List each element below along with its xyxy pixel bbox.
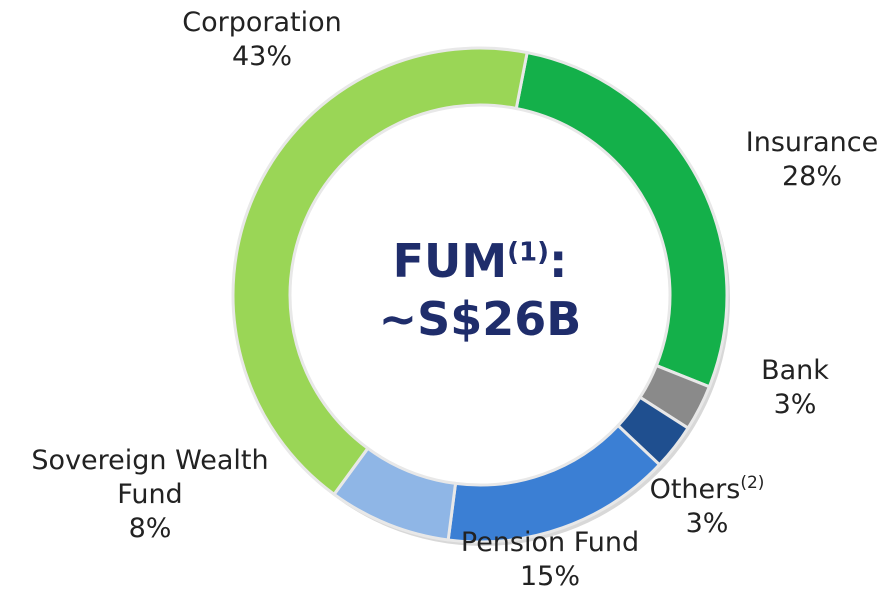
label-name-line: Sovereign Wealth Fund	[5, 444, 295, 512]
donut-segment	[231, 46, 529, 497]
center-text: FUM	[392, 234, 508, 288]
label-name-line: Pension Fund	[420, 526, 680, 560]
category-name: Pension Fund	[460, 527, 640, 558]
value-label: 3%	[685, 508, 729, 539]
category-name: Sovereign Wealth Fund	[31, 445, 269, 510]
label-name-line: Others(2)	[627, 473, 787, 507]
slice-label: Sovereign Wealth Fund 8%	[5, 444, 295, 546]
category-name: Insurance	[745, 127, 879, 158]
label-name-line: Bank	[735, 354, 855, 388]
center-value: ~S$26B	[378, 292, 582, 346]
slice-label: Insurance 28%	[712, 126, 893, 194]
category-name: Bank	[761, 355, 829, 386]
category-name: Corporation	[182, 7, 342, 38]
category-superscript: (2)	[740, 473, 765, 493]
value-label: 15%	[519, 561, 580, 592]
slice-label: Bank 3%	[735, 354, 855, 422]
value-label: 28%	[781, 161, 842, 192]
slice-label: Corporation 43%	[142, 6, 382, 74]
value-label: 8%	[128, 513, 172, 544]
category-name: Others	[649, 474, 741, 505]
slice-label: Pension Fund 15%	[420, 526, 680, 594]
slice-label: Others(2) 3%	[627, 473, 787, 541]
label-name-line: Corporation	[142, 6, 382, 40]
label-name-line: Insurance	[712, 126, 893, 160]
value-label: 3%	[773, 389, 817, 420]
center-suffix: :	[549, 234, 568, 288]
value-label: 43%	[231, 41, 292, 72]
center-label: FUM(1): ~S$26B	[379, 232, 582, 348]
center-superscript: (1)	[507, 237, 550, 268]
